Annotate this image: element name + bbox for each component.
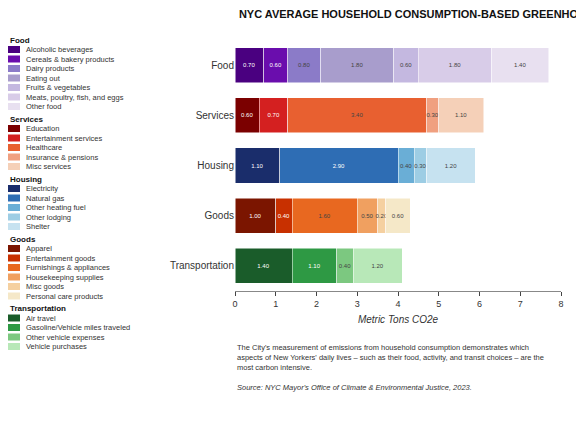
svg-text:Source: NYC Mayor's Office of: Source: NYC Mayor's Office of Climate & …: [237, 383, 472, 392]
svg-text:Electricity: Electricity: [26, 184, 58, 193]
svg-text:0.60: 0.60: [270, 62, 282, 68]
svg-text:0.40: 0.40: [400, 163, 412, 169]
svg-text:Insurance & pensions: Insurance & pensions: [26, 153, 98, 162]
svg-text:The City's measurement of emis: The City's measurement of emissions from…: [237, 343, 544, 372]
svg-text:1.40: 1.40: [257, 263, 269, 269]
svg-text:Goods: Goods: [205, 210, 234, 221]
svg-text:0.20: 0.20: [376, 213, 388, 219]
svg-text:1.20: 1.20: [445, 163, 457, 169]
svg-text:0.40: 0.40: [278, 213, 290, 219]
svg-text:Shelter: Shelter: [26, 222, 50, 231]
svg-text:Other lodging: Other lodging: [26, 213, 71, 222]
svg-text:Natural gas: Natural gas: [26, 194, 65, 203]
svg-text:Transportation: Transportation: [170, 260, 234, 271]
svg-text:1.60: 1.60: [318, 213, 330, 219]
svg-text:Gasoline/Vehicle miles travele: Gasoline/Vehicle miles traveled: [26, 323, 130, 332]
svg-text:0.30: 0.30: [426, 112, 438, 118]
svg-text:Healthcare: Healthcare: [26, 143, 62, 152]
svg-text:0.60: 0.60: [400, 62, 412, 68]
svg-text:0.60: 0.60: [241, 112, 253, 118]
svg-text:1.80: 1.80: [351, 62, 363, 68]
svg-text:Metric Tons CO2e: Metric Tons CO2e: [358, 314, 439, 325]
svg-text:Food: Food: [10, 36, 30, 45]
svg-text:Transportation: Transportation: [10, 304, 66, 313]
svg-text:Apparel: Apparel: [26, 244, 52, 253]
svg-text:NYC AVERAGE HOUSEHOLD CONSUMPT: NYC AVERAGE HOUSEHOLD CONSUMPTION-BASED …: [239, 8, 576, 20]
svg-text:Vehicle purchases: Vehicle purchases: [26, 342, 87, 351]
svg-text:6: 6: [477, 299, 482, 309]
svg-text:0.70: 0.70: [243, 62, 255, 68]
svg-text:Alcoholic beverages: Alcoholic beverages: [26, 45, 93, 54]
svg-text:1: 1: [273, 299, 278, 309]
svg-text:0.60: 0.60: [392, 213, 404, 219]
svg-text:1.00: 1.00: [249, 213, 261, 219]
svg-text:1.80: 1.80: [449, 62, 461, 68]
svg-text:1.10: 1.10: [308, 263, 320, 269]
svg-text:Misc services: Misc services: [26, 162, 71, 171]
svg-text:Fruits & vegetables: Fruits & vegetables: [26, 83, 90, 92]
svg-text:Food: Food: [211, 60, 234, 71]
svg-text:4: 4: [395, 299, 400, 309]
svg-text:3: 3: [355, 299, 360, 309]
svg-text:Housing: Housing: [197, 160, 234, 171]
svg-text:1.10: 1.10: [455, 112, 467, 118]
svg-text:2.90: 2.90: [333, 163, 345, 169]
svg-text:Housing: Housing: [10, 175, 42, 184]
svg-text:Misc goods: Misc goods: [26, 282, 64, 291]
svg-text:7: 7: [518, 299, 523, 309]
svg-text:Other food: Other food: [26, 102, 61, 111]
svg-text:Furnishings & appliances: Furnishings & appliances: [26, 263, 110, 272]
svg-text:Air travel: Air travel: [26, 314, 56, 323]
svg-text:Housekeeping supplies: Housekeeping supplies: [26, 273, 104, 282]
svg-text:0.80: 0.80: [298, 62, 310, 68]
svg-text:Entertainment services: Entertainment services: [26, 134, 103, 143]
svg-text:0: 0: [232, 299, 237, 309]
svg-text:1.40: 1.40: [514, 62, 526, 68]
svg-text:8: 8: [558, 299, 563, 309]
svg-text:1.20: 1.20: [371, 263, 383, 269]
svg-text:Services: Services: [196, 110, 234, 121]
svg-text:2: 2: [314, 299, 319, 309]
svg-text:1.10: 1.10: [251, 163, 263, 169]
svg-text:0.30: 0.30: [414, 163, 426, 169]
svg-text:Education: Education: [26, 124, 59, 133]
svg-text:Entertainment goods: Entertainment goods: [26, 254, 95, 263]
svg-text:Other vehicle expenses: Other vehicle expenses: [26, 333, 105, 342]
svg-text:Cereals & bakery products: Cereals & bakery products: [26, 55, 115, 64]
svg-text:Other heating fuel: Other heating fuel: [26, 203, 86, 212]
svg-text:5: 5: [436, 299, 441, 309]
svg-text:0.70: 0.70: [268, 112, 280, 118]
svg-text:Dairy products: Dairy products: [26, 64, 75, 73]
svg-text:Personal care products: Personal care products: [26, 292, 103, 301]
svg-text:Meats, poultry, fish, and eggs: Meats, poultry, fish, and eggs: [26, 93, 124, 102]
svg-text:0.50: 0.50: [361, 213, 373, 219]
svg-text:Eating out: Eating out: [26, 74, 61, 83]
svg-text:3.40: 3.40: [351, 112, 363, 118]
svg-text:Services: Services: [10, 115, 43, 124]
svg-text:Goods: Goods: [10, 235, 36, 244]
svg-text:0.40: 0.40: [339, 263, 351, 269]
